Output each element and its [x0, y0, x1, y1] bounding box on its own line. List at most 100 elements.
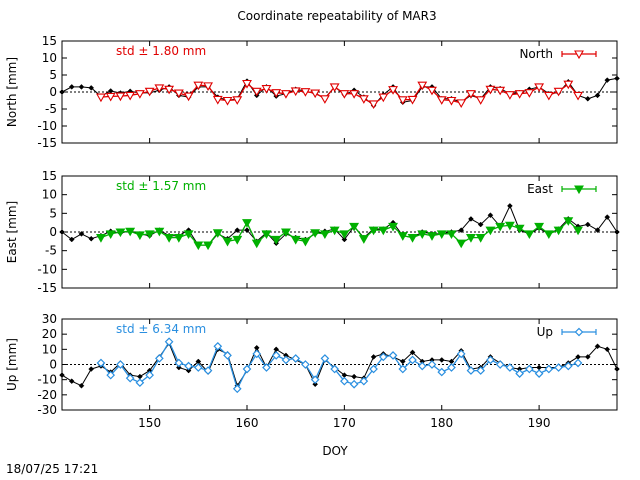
data-point	[175, 364, 182, 371]
data-point	[399, 358, 406, 365]
data-point	[604, 346, 611, 353]
x-tick-label: 170	[333, 416, 356, 430]
legend-marker	[574, 185, 584, 195]
north-panel: -15 -10 -5 0 5 10 15 North [mm] std ± 1.80 mm Nor…	[5, 34, 620, 150]
y-tick-label: 5	[49, 206, 57, 220]
data-point	[95, 93, 106, 103]
data-point	[261, 230, 272, 239]
data-point	[185, 367, 192, 374]
data-point	[553, 87, 564, 97]
data-point	[446, 230, 457, 239]
data-point	[515, 369, 524, 378]
data-point	[106, 370, 116, 380]
data-point	[125, 227, 136, 237]
data-point	[340, 376, 349, 386]
data-point	[351, 373, 357, 380]
data-point	[563, 361, 573, 371]
y-tick-label: -10	[37, 373, 57, 387]
data-point	[125, 91, 136, 101]
data-point	[339, 90, 350, 99]
y-tick-label: 0	[49, 358, 57, 372]
data-point	[378, 93, 389, 103]
data-point	[271, 89, 282, 98]
data-point	[261, 85, 272, 94]
data-point	[504, 91, 515, 100]
data-point	[183, 230, 194, 239]
data-point	[96, 358, 106, 368]
data-point	[300, 88, 311, 97]
data-point	[358, 95, 369, 104]
repeatability-series	[95, 79, 584, 110]
y-tick-label: 10	[42, 51, 57, 65]
data-point	[244, 227, 250, 233]
data-point	[339, 230, 350, 239]
data-point	[183, 92, 194, 102]
data-point	[341, 236, 348, 243]
data-point	[234, 227, 241, 233]
data-point	[573, 91, 584, 101]
data-point	[427, 232, 437, 241]
data-point	[436, 230, 447, 239]
data-point	[397, 232, 408, 241]
data-point	[466, 366, 476, 375]
data-point	[242, 364, 252, 374]
data-point	[614, 366, 620, 372]
data-point	[78, 84, 85, 90]
data-point	[115, 228, 126, 238]
data-point	[604, 77, 611, 83]
y-tick-label: 0	[49, 85, 57, 99]
y-tick-label: 0	[49, 225, 57, 239]
data-point	[301, 360, 310, 369]
data-point	[447, 363, 456, 372]
legend-label: Up	[537, 325, 553, 339]
data-point	[134, 90, 145, 99]
data-point	[378, 226, 389, 236]
data-point	[534, 222, 545, 232]
data-point	[193, 363, 203, 372]
x-tick-label: 190	[528, 416, 551, 430]
data-point	[465, 90, 476, 99]
data-point	[553, 226, 564, 236]
data-point	[145, 370, 154, 380]
data-point	[370, 354, 377, 360]
data-point	[495, 86, 506, 96]
data-point	[475, 234, 486, 243]
data-point	[388, 222, 399, 232]
data-point	[458, 227, 465, 233]
x-tick-label: 180	[430, 416, 453, 430]
data-point	[477, 221, 484, 228]
data-point	[486, 355, 495, 365]
y-axis-label: North [mm]	[5, 57, 19, 127]
data-point	[242, 219, 252, 228]
data-point	[438, 357, 445, 363]
x-axis-label: DOY	[322, 444, 348, 458]
data-point	[59, 89, 65, 95]
data-point	[320, 354, 330, 363]
data-point	[78, 231, 85, 237]
y-tick-label: 30	[42, 312, 57, 326]
data-point	[290, 235, 301, 245]
repeatability-series	[95, 217, 584, 251]
data-point	[68, 378, 75, 385]
y-tick-label: -15	[37, 281, 57, 295]
data-point	[456, 99, 467, 108]
data-point	[116, 360, 125, 369]
x-tick-label: 160	[236, 416, 259, 430]
data-point	[594, 343, 601, 350]
data-point	[524, 89, 535, 98]
data-point	[164, 234, 175, 243]
data-point	[514, 90, 525, 99]
data-point	[242, 79, 252, 89]
data-point	[222, 96, 233, 106]
y-tick-label: 20	[42, 327, 57, 341]
y-tick-label: 10	[42, 188, 57, 202]
data-point	[125, 373, 135, 383]
data-point	[59, 229, 65, 235]
data-point	[95, 234, 106, 243]
data-point	[144, 87, 155, 97]
data-point	[563, 80, 574, 90]
data-point	[252, 349, 262, 359]
data-point	[232, 96, 243, 105]
data-point	[164, 337, 174, 347]
data-point	[604, 214, 611, 220]
